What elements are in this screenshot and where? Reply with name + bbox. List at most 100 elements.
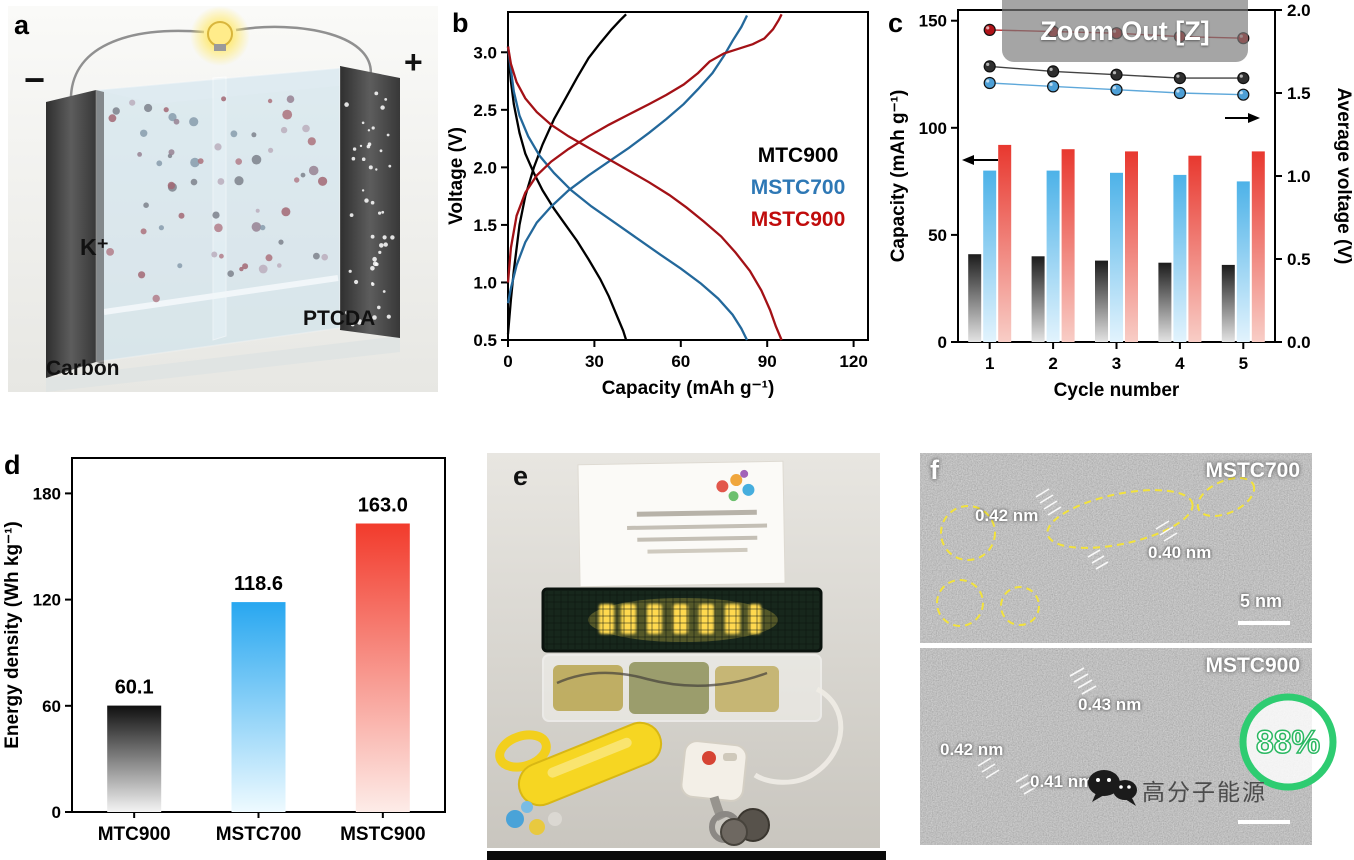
svg-text:118.6: 118.6 [234, 573, 283, 595]
bar-MSTC700-cycle1 [983, 170, 997, 342]
chip [548, 812, 562, 826]
svg-text:Capacity (mAh g⁻¹): Capacity (mAh g⁻¹) [888, 90, 909, 263]
chip [506, 810, 524, 828]
bar-MSTC700-cycle4 [1173, 174, 1187, 342]
avg-voltage-MSTC900-cycle1 [983, 23, 996, 36]
negative-terminal-label: − [24, 59, 46, 100]
panel-f-label: f [930, 455, 939, 485]
wechat-icon [1088, 770, 1137, 806]
axis-direction-arrows [962, 113, 1260, 165]
chip [521, 801, 533, 813]
svg-text:60: 60 [671, 352, 690, 371]
wechat-watermark: 88% 高分子能源 [1080, 688, 1354, 820]
svg-text:1.5: 1.5 [473, 216, 497, 235]
lattice-spacing-label: 0.43 nm [1078, 695, 1142, 714]
bar-MTC900-cycle3 [1095, 260, 1108, 342]
account-name: 高分子能源 [1142, 779, 1267, 805]
curve-MSTC900-charge [506, 13, 783, 283]
lattice-spacing-label: 0.41 nm [1030, 772, 1094, 791]
panel-e-demo-photo: e [487, 453, 880, 848]
svg-text:90: 90 [758, 352, 777, 371]
glass-front-face [95, 67, 341, 363]
bar-MTC900 [107, 705, 162, 812]
voltage-capacity-chart: 0 30 60 90 120 0.5 1.0 1.5 2.0 2.5 3.0 Capacity (mA… [446, 11, 869, 399]
curve-MSTC900-discharge [506, 46, 783, 341]
avg-voltage-MTC900-cycle2 [1047, 65, 1060, 78]
bar-MSTC900-cycle3 [1125, 151, 1138, 342]
bar-MSTC700-cycle3 [1110, 172, 1123, 342]
info-card [577, 460, 786, 588]
led-display [541, 587, 823, 653]
keychain [680, 740, 748, 843]
avg-voltage-MTC900-cycle5 [1237, 71, 1250, 85]
zoom-out-overlay[interactable]: Zoom Out [Z] [1002, 0, 1248, 62]
svg-text:1.0: 1.0 [473, 273, 497, 292]
panel-b-label: b [452, 8, 469, 38]
coin [720, 818, 748, 846]
bar-MTC900-cycle5 [1221, 264, 1235, 342]
tem-image-mstc900: MSTC900 0.43 nm 0.42 nm 0.41 nm [920, 648, 1312, 845]
chart-b-legend: MTC900 MSTC700 MSTC900 [751, 144, 846, 231]
potassium-ion-label: K⁺ [80, 234, 109, 260]
svg-text:60.1: 60.1 [115, 677, 154, 699]
positive-terminal-label: + [404, 44, 423, 80]
chip [529, 819, 545, 835]
svg-text:Average voltage (V): Average voltage (V) [1333, 88, 1354, 265]
white-cable [753, 686, 844, 785]
svg-text:2.0: 2.0 [1287, 1, 1311, 20]
scale-bar-label: 5 nm [1239, 591, 1282, 611]
avg-voltage-MTC900-cycle1 [983, 60, 996, 73]
svg-text:Voltage (V): Voltage (V) [446, 127, 467, 225]
bulb-base [214, 44, 226, 51]
bar-MSTC700-cycle2 [1046, 170, 1060, 342]
cathode-plate [340, 66, 400, 338]
svg-text:4: 4 [1175, 354, 1185, 373]
bar-MSTC700 [231, 602, 286, 812]
avg-voltage-MSTC700-cycle2 [1047, 80, 1060, 93]
svg-text:150: 150 [919, 12, 947, 31]
floor [46, 336, 400, 392]
curve-MSTC700-discharge [506, 46, 749, 341]
bottom-black-bar [487, 851, 886, 860]
lattice-spacing-label: 0.40 nm [1148, 543, 1212, 562]
badge-ring [1239, 693, 1337, 791]
panel-d-label: d [4, 450, 21, 480]
svg-text:0: 0 [938, 333, 947, 352]
anode-plate-edge [96, 90, 104, 364]
bar-MTC900-cycle4 [1158, 262, 1172, 342]
chart-d-axes: 0 60 120 180 Energy density (Wh kg⁻¹) [2, 457, 446, 822]
svg-text:0: 0 [52, 803, 61, 822]
chart-b-series [506, 13, 783, 341]
potassium-ions [106, 95, 329, 303]
battery-pouch [542, 654, 822, 722]
svg-text:3: 3 [1112, 354, 1121, 373]
bar-MSTC700-cycle5 [1236, 181, 1250, 342]
lattice-fringes [977, 667, 1097, 795]
avg-voltage-MSTC700-cycle5 [1237, 88, 1250, 101]
svg-text:MSTC700: MSTC700 [216, 824, 302, 845]
bar-MTC900-cycle2 [1031, 256, 1045, 342]
svg-text:100: 100 [919, 119, 947, 138]
badge-percent: 88% [1256, 724, 1320, 760]
svg-text:MTC900: MTC900 [758, 144, 839, 167]
wire-negative [69, 29, 205, 105]
curve-MSTC700-charge [506, 14, 749, 304]
tem-image-mstc700: f MSTC700 0.42 nm 0.40 nm 5 nm [920, 453, 1312, 643]
tem-noise-texture [920, 453, 1312, 643]
svg-text:MSTC900: MSTC900 [340, 824, 426, 845]
panel-c-label: c [888, 8, 904, 38]
chart-d-bars: 60.1 MTC900 118.6 MSTC700 163.0 MSTC900 [98, 494, 426, 845]
right-axis-arrow-icon [1248, 113, 1260, 123]
avg-voltage-MTC900-cycle3 [1110, 68, 1123, 81]
chart-c-axes: 0 50 100 150 0.0 0.5 1.0 1.5 2.0 1 2 3 4 5 Cycle numbe… [888, 1, 1354, 401]
svg-text:1.0: 1.0 [1287, 167, 1311, 186]
energy-density-bar-chart: 0 60 120 180 Energy density (Wh kg⁻¹) 60.1 MTC… [2, 457, 446, 845]
cathode-particles [344, 91, 395, 327]
svg-text:60: 60 [42, 697, 61, 716]
svg-text:120: 120 [839, 352, 867, 371]
svg-text:Capacity (mAh g⁻¹): Capacity (mAh g⁻¹) [602, 378, 775, 399]
chart-b-axes: 0 30 60 90 120 0.5 1.0 1.5 2.0 2.5 3.0 Capacity (mA… [446, 11, 869, 399]
left-axis-arrow-icon [962, 155, 974, 165]
svg-text:0.0: 0.0 [1287, 333, 1311, 352]
scale-bar [1238, 621, 1290, 625]
